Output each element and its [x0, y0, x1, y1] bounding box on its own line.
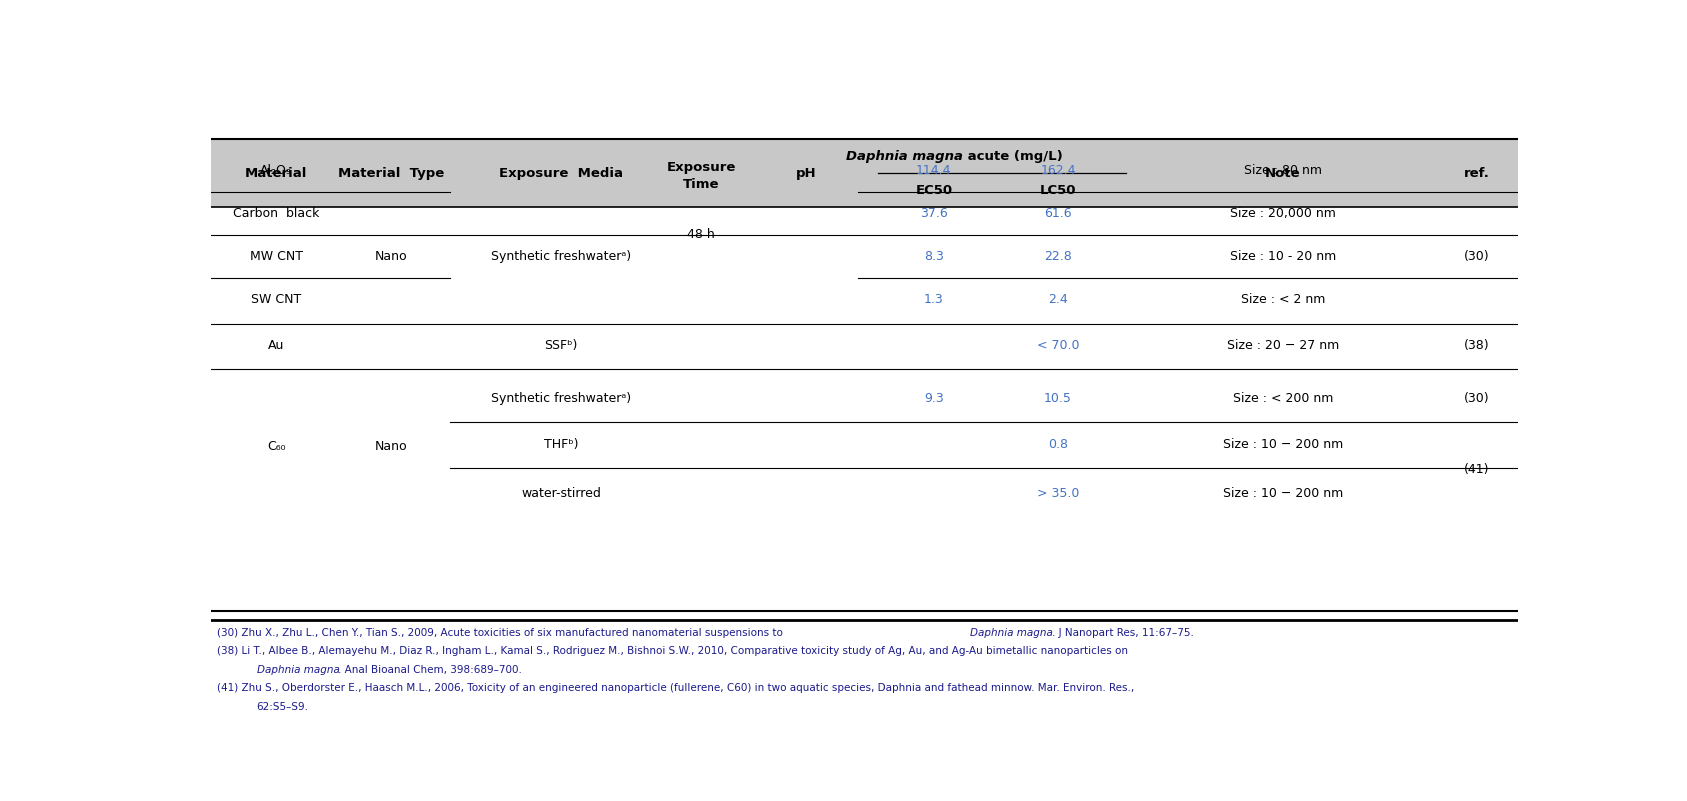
- Text: Synthetic freshwaterᵃ): Synthetic freshwaterᵃ): [491, 250, 631, 263]
- Text: 2.4: 2.4: [1048, 293, 1068, 306]
- Text: Size : 20 − 27 nm: Size : 20 − 27 nm: [1226, 340, 1339, 352]
- Text: Exposure: Exposure: [666, 160, 736, 174]
- Text: C₆₀: C₆₀: [267, 440, 285, 453]
- Text: (30): (30): [1464, 392, 1490, 405]
- Text: (38) Li T., Albee B., Alemayehu M., Diaz R., Ingham L., Kamal S., Rodriguez M., : (38) Li T., Albee B., Alemayehu M., Diaz…: [218, 646, 1129, 656]
- Text: Synthetic freshwaterᵃ): Synthetic freshwaterᵃ): [491, 392, 631, 405]
- Text: Material: Material: [245, 167, 307, 179]
- Text: pH: pH: [796, 167, 817, 179]
- Text: . Anal Bioanal Chem, 398:689–700.: . Anal Bioanal Chem, 398:689–700.: [337, 665, 521, 674]
- Text: Exposure  Media: Exposure Media: [499, 167, 623, 179]
- Text: 61.6: 61.6: [1044, 207, 1071, 219]
- Text: Size : 80 nm: Size : 80 nm: [1243, 163, 1323, 177]
- Text: MW CNT: MW CNT: [250, 250, 302, 263]
- Text: water-stirred: water-stirred: [521, 488, 601, 501]
- Text: 9.3: 9.3: [924, 392, 943, 405]
- Text: 1.3: 1.3: [924, 293, 943, 306]
- Text: (41) Zhu S., Oberdorster E., Haasch M.L., 2006, Toxicity of an engineered nanopa: (41) Zhu S., Oberdorster E., Haasch M.L.…: [218, 683, 1135, 694]
- Text: Size : 20,000 nm: Size : 20,000 nm: [1230, 207, 1336, 219]
- Text: ref.: ref.: [1464, 167, 1490, 179]
- Text: 0.8: 0.8: [1048, 438, 1068, 451]
- Text: Carbon  black: Carbon black: [233, 207, 319, 219]
- Text: Size : 10 - 20 nm: Size : 10 - 20 nm: [1230, 250, 1336, 263]
- Text: > 35.0: > 35.0: [1038, 488, 1080, 501]
- Text: acute (mg/L): acute (mg/L): [963, 150, 1063, 163]
- Text: Daphnia magna: Daphnia magna: [847, 150, 963, 163]
- Text: Size : < 2 nm: Size : < 2 nm: [1240, 293, 1326, 306]
- Text: (38): (38): [1464, 340, 1490, 352]
- Text: Note: Note: [1265, 167, 1301, 179]
- Text: 37.6: 37.6: [919, 207, 948, 219]
- Text: 10.5: 10.5: [1044, 392, 1071, 405]
- Text: 114.4: 114.4: [916, 163, 951, 177]
- Text: SSFᵇ): SSFᵇ): [545, 340, 579, 352]
- Text: 162.4: 162.4: [1041, 163, 1076, 177]
- Text: Size : 10 − 200 nm: Size : 10 − 200 nm: [1223, 488, 1343, 501]
- Text: < 70.0: < 70.0: [1038, 340, 1080, 352]
- Text: LC50: LC50: [1039, 183, 1076, 197]
- Text: Al₂O₃: Al₂O₃: [260, 163, 292, 177]
- Text: (30): (30): [1464, 250, 1490, 263]
- Text: (41): (41): [1464, 463, 1490, 476]
- Text: EC50: EC50: [916, 183, 953, 197]
- Text: Nano: Nano: [375, 250, 408, 263]
- FancyBboxPatch shape: [211, 139, 1518, 207]
- Text: 22.8: 22.8: [1044, 250, 1071, 263]
- Text: Daphnia magna: Daphnia magna: [256, 665, 339, 674]
- Text: Nano: Nano: [375, 440, 408, 453]
- Text: 8.3: 8.3: [924, 250, 943, 263]
- Text: . J Nanopart Res, 11:67–75.: . J Nanopart Res, 11:67–75.: [1051, 628, 1193, 638]
- Text: 62:S5–S9.: 62:S5–S9.: [256, 702, 309, 712]
- Text: Material  Type: Material Type: [337, 167, 444, 179]
- Text: SW CNT: SW CNT: [251, 293, 302, 306]
- Text: (30) Zhu X., Zhu L., Chen Y., Tian S., 2009, Acute toxicities of six manufacture: (30) Zhu X., Zhu L., Chen Y., Tian S., 2…: [218, 628, 786, 638]
- Text: Time: Time: [683, 178, 719, 191]
- Text: Size : 10 − 200 nm: Size : 10 − 200 nm: [1223, 438, 1343, 451]
- Text: 48 h: 48 h: [687, 228, 715, 241]
- Text: Size : < 200 nm: Size : < 200 nm: [1233, 392, 1333, 405]
- Text: Au: Au: [268, 340, 285, 352]
- Text: Daphnia magna: Daphnia magna: [970, 628, 1053, 638]
- Text: THFᵇ): THFᵇ): [543, 438, 579, 451]
